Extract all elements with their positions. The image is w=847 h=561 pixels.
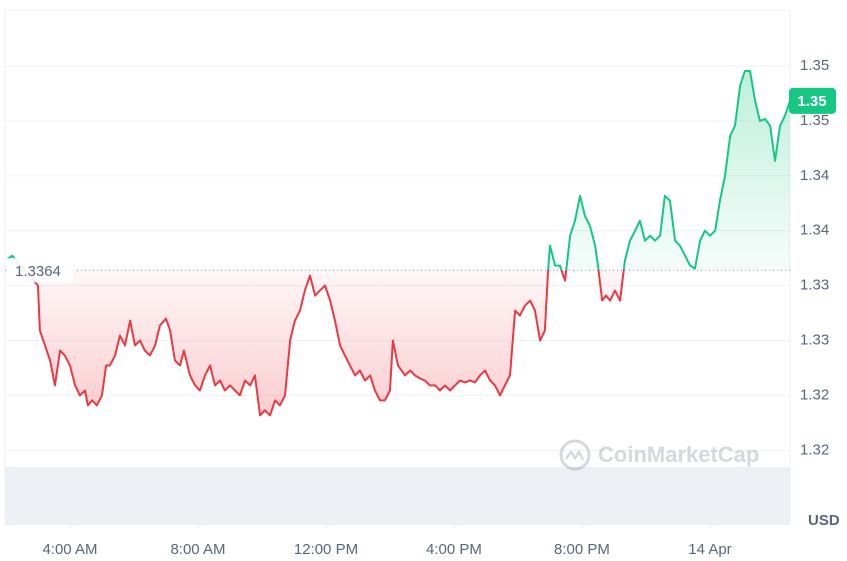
baseline-label-bg — [8, 258, 74, 283]
x-tick-label: 12:00 PM — [294, 541, 358, 558]
y-tick-label: 1.32 — [800, 386, 829, 403]
x-tick-label: 8:00 PM — [554, 541, 610, 558]
y-tick-label: 1.34 — [800, 167, 829, 184]
watermark-logo — [559, 439, 591, 471]
watermark-text: CoinMarketCap — [598, 442, 759, 467]
y-tick-label: 1.33 — [800, 277, 829, 294]
x-tick-label: 4:00 PM — [426, 541, 482, 558]
overlay: 1.35 1.35 1.34 1.34 1.33 1.33 1.32 1.32 4:00 AM 8… — [8, 57, 836, 558]
y-tick-label: 1.35 — [800, 57, 829, 74]
price-line — [7, 69, 791, 417]
volume-area — [5, 467, 790, 525]
x-tick-label: 4:00 AM — [42, 541, 97, 558]
x-tick-label: 14 Apr — [688, 541, 731, 558]
y-tick-label: 1.34 — [800, 222, 829, 239]
x-tick-label: 8:00 AM — [170, 541, 225, 558]
watermark: CoinMarketCap — [559, 439, 759, 471]
plot — [5, 69, 791, 417]
current-price-label: 1.35 — [797, 93, 826, 110]
y-tick-label: 1.33 — [800, 331, 829, 348]
current-price-badge — [789, 87, 836, 114]
y-tick-label: 1.35 — [800, 112, 829, 129]
baseline-label: 1.3364 — [15, 263, 61, 280]
currency-label: USD — [808, 512, 840, 529]
watermark-logo-mark — [564, 449, 585, 461]
y-tick-label: 1.32 — [800, 441, 829, 458]
price-area — [7, 70, 790, 416]
